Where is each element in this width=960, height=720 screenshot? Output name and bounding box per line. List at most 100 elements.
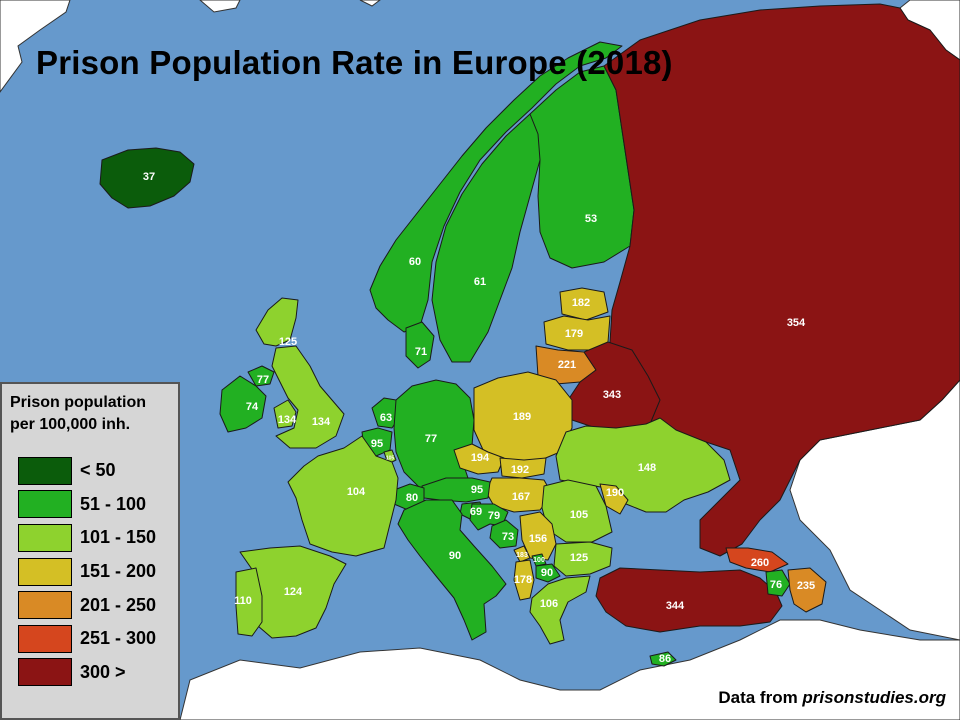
region-estonia (559, 287, 609, 321)
rate-label-montenegro: 183 (516, 552, 528, 559)
legend-item: 51 - 100 (18, 488, 156, 522)
region-albania (513, 559, 535, 601)
region-sweden (431, 113, 549, 363)
rate-label-portugal: 110 (234, 595, 252, 607)
rate-label-belgium: 95 (371, 438, 383, 450)
rate-label-greece: 106 (540, 598, 558, 610)
legend-title-line1: Prison population (10, 394, 146, 411)
rate-label-moldova: 190 (606, 487, 624, 499)
source-credit: Data from prisonstudies.org (718, 688, 946, 708)
rate-label-romania: 105 (570, 509, 588, 521)
legend-swatch (18, 523, 72, 552)
rate-label-bosnia: 73 (502, 531, 514, 543)
region-italy (397, 499, 507, 641)
rate-label-italy: 90 (449, 550, 461, 562)
legend-item: 251 - 300 (18, 622, 156, 656)
rate-label-norway: 60 (409, 256, 421, 268)
region-ireland (219, 375, 267, 433)
rate-label-cyprus: 86 (659, 653, 671, 665)
region-scotland (255, 297, 299, 347)
rate-label-ireland: 74 (246, 401, 259, 413)
legend-swatch (18, 490, 72, 519)
rate-label-turkey: 344 (666, 600, 685, 612)
rate-label-estonia: 182 (572, 297, 590, 309)
rate-label-austria: 95 (471, 484, 483, 496)
region-greece (529, 575, 591, 645)
rate-labels: 37 60 61 53 71 182 179 221 354 343 125 77 74 134 134 63… (143, 171, 815, 665)
region-azerbaijan (787, 567, 827, 613)
region-montenegro (513, 545, 531, 563)
rate-label-denmark: 71 (415, 346, 427, 358)
legend-item: 151 - 200 (18, 555, 156, 589)
rate-label-luxembourg: 105 (386, 455, 395, 461)
region-portugal (235, 567, 263, 637)
rate-label-russia: 354 (787, 317, 806, 329)
rate-label-albania: 178 (514, 574, 532, 586)
region-cyprus (649, 651, 677, 667)
legend-item: 201 - 250 (18, 588, 156, 622)
country-shapes (99, 3, 960, 667)
rate-label-scotland: 125 (279, 336, 297, 348)
legend-title: Prison population per 100,000 inh. (10, 392, 180, 436)
region-northern-ireland (247, 365, 275, 387)
rate-label-ukraine: 148 (638, 462, 656, 474)
rate-label-northern-ireland: 77 (257, 374, 269, 386)
legend-label: 151 - 200 (80, 561, 157, 582)
rate-label-finland: 53 (585, 213, 597, 225)
region-georgia (725, 547, 789, 573)
region-iceland (99, 147, 195, 209)
legend-title-line2: per 100,000 inh. (10, 416, 131, 433)
legend-label: 101 - 150 (80, 527, 157, 548)
rate-label-czechia: 194 (471, 452, 490, 464)
rate-label-slovenia: 69 (470, 506, 482, 518)
rate-label-kosovo: 100 (533, 557, 545, 564)
legend-swatch (18, 624, 72, 653)
legend-label: 51 - 100 (80, 493, 147, 514)
legend-label: < 50 (80, 460, 116, 481)
rate-label-latvia: 179 (565, 328, 583, 340)
region-bosnia (489, 519, 519, 549)
rate-label-germany: 77 (425, 433, 437, 445)
legend-item: 101 - 150 (18, 521, 156, 555)
rate-label-switzerland: 80 (406, 492, 418, 504)
region-wales (273, 399, 297, 429)
rate-label-netherlands: 63 (380, 412, 392, 424)
region-serbia (519, 511, 557, 561)
rate-label-wales: 134 (278, 414, 297, 426)
rate-label-france: 104 (347, 486, 366, 498)
legend-swatch (18, 658, 72, 687)
region-armenia (765, 569, 791, 597)
rate-label-poland: 189 (513, 411, 531, 423)
rate-label-armenia: 76 (770, 579, 782, 591)
legend-item: 300 > (18, 656, 156, 690)
region-moldova (599, 483, 629, 515)
legend-swatch (18, 557, 72, 586)
legend-swatch (18, 456, 72, 485)
rate-label-serbia: 156 (529, 533, 547, 545)
legend-label: 201 - 250 (80, 594, 157, 615)
region-slovakia (499, 457, 547, 479)
region-bulgaria (553, 541, 613, 577)
map-title: Prison Population Rate in Europe (2018) (36, 44, 673, 81)
region-england (271, 345, 345, 449)
rate-label-spain: 124 (284, 586, 303, 598)
source-prefix: Data from (718, 688, 803, 707)
region-france (287, 435, 399, 557)
rate-label-belarus: 343 (603, 389, 621, 401)
rate-label-georgia: 260 (751, 557, 769, 569)
legend-item: < 50 (18, 454, 156, 488)
rate-label-england: 134 (312, 416, 331, 428)
legend-label: 251 - 300 (80, 628, 157, 649)
rate-label-slovakia: 192 (511, 464, 529, 476)
rate-label-croatia: 79 (488, 510, 500, 522)
rate-label-sweden: 61 (474, 276, 486, 288)
region-north-macedonia (535, 563, 561, 583)
region-kosovo (531, 553, 547, 567)
rate-label-iceland: 37 (143, 171, 155, 183)
region-norway (369, 41, 623, 333)
legend: Prison population per 100,000 inh. < 50 5… (0, 382, 180, 720)
rate-label-azerbaijan: 235 (797, 580, 815, 592)
rate-label-hungary: 167 (512, 491, 530, 503)
